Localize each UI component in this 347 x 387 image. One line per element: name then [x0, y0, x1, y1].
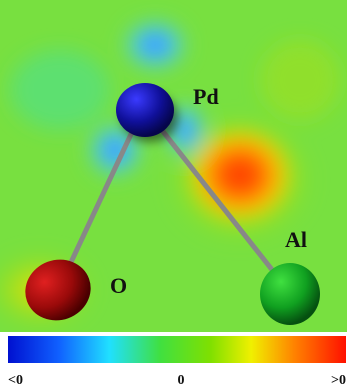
- colorbar-label: 0: [178, 373, 185, 387]
- atom-label: Pd: [193, 84, 219, 109]
- bond: [55, 113, 143, 292]
- atom-label: O: [110, 273, 127, 298]
- atom-o: [25, 259, 91, 321]
- colorbar: [8, 336, 346, 363]
- bonds: [55, 113, 290, 292]
- atom-pd: [116, 83, 174, 137]
- bond: [148, 113, 290, 292]
- atom-label: Al: [285, 227, 307, 252]
- atom-al: [260, 263, 320, 325]
- colorbar-label: <0: [8, 373, 23, 387]
- colorbar-label: >0: [331, 373, 346, 387]
